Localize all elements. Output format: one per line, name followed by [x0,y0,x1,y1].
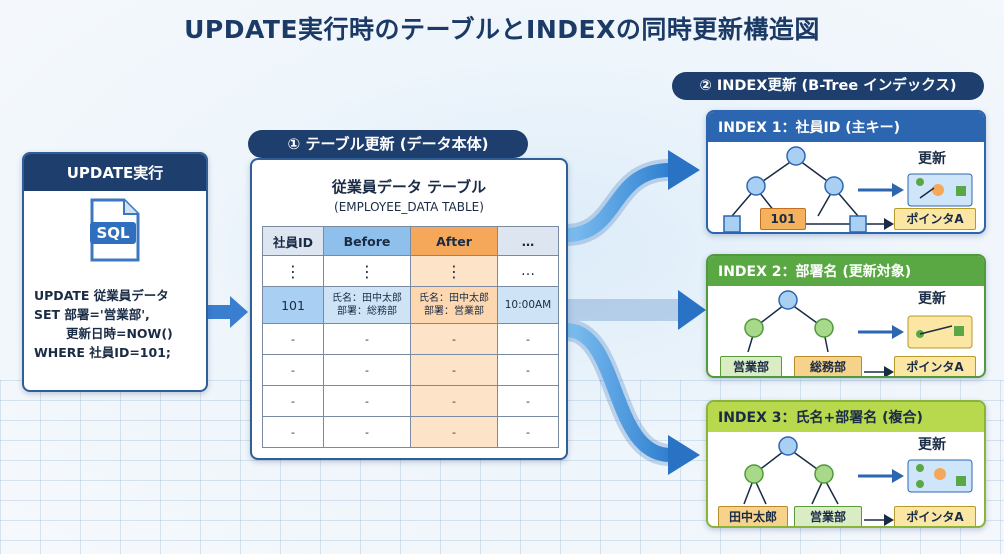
index-2-key: 営業部 [720,356,782,376]
sql-line: 更新日時=NOW() [66,326,173,341]
sql-line: UPDATE 従業員データ [34,288,169,303]
index-3-update-label: 更新 [918,437,946,453]
sql-statement: UPDATE 従業員データ SET 部署='営業部', 更新日時=NOW() W… [34,286,204,362]
employee-table-panel: 従業員データ テーブル (EMPLOYEE_DATA TABLE) 社員ID B… [250,158,568,460]
sql-line: SET 部署='営業部', [34,307,150,322]
table-row: ⋮ ⋮ ⋮ … [262,255,559,287]
column-header: … [497,226,559,256]
index-3-btree [743,436,973,526]
index-2-btree [744,290,973,376]
column-header: After [410,226,498,256]
sql-icon-label: SQL [96,224,130,242]
employee-table: 社員ID Before After … ⋮ ⋮ ⋮ … 101 氏名：田中太郎部… [262,226,559,448]
index-1-btree [723,146,973,232]
index-1-panel: INDEX 1：社員ID (主キー) 更新 101 ポインタA [706,110,986,234]
update-panel: UPDATE実行 SQL UPDATE 従業員データ SET 部署='営業部',… [22,152,208,392]
table-row: ---- [262,323,559,355]
table-subtitle: (EMPLOYEE_DATA TABLE) [334,200,484,214]
index-3-key: 営業部 [794,506,862,526]
index-3-pointer: ポインタA [894,506,976,526]
update-panel-header: UPDATE実行 [24,154,206,191]
sql-line: WHERE 社員ID=101; [34,345,171,360]
column-header: Before [323,226,411,256]
index-2-pointer: ポインタA [894,356,976,376]
index-1-key: 101 [760,208,806,230]
index-2-panel: INDEX 2：部署名 (更新対象) 更新 営業部 総務部 ポインタA [706,254,986,378]
index-1-update-label: 更新 [918,151,946,167]
index-update-label: ② INDEX更新 (B-Tree インデックス) [672,72,984,100]
index-2-key: 総務部 [794,356,862,376]
index-2-header: INDEX 2：部署名 (更新対象) [708,256,984,286]
table-row: ---- [262,416,559,448]
index-3-header: INDEX 3：氏名+部署名 (複合) [708,402,984,432]
table-update-label: ① テーブル更新 (データ本体) [248,130,528,158]
updated-row: 101 氏名：田中太郎 部署：総務部 氏名：田中太郎 部署：営業部 10:00AM [262,286,559,324]
index-1-header: INDEX 1：社員ID (主キー) [708,112,984,142]
update-to-table-arrow [230,296,248,328]
index-2-update-label: 更新 [918,291,946,307]
sql-file-icon: SQL [88,198,142,262]
index-3-key: 田中太郎 [718,506,788,526]
index-1-pointer: ポインタA [894,208,976,230]
column-header: 社員ID [262,226,324,256]
page-title: UPDATE実行時のテーブルとINDEXの同時更新構造図 [184,15,820,44]
table-row: ---- [262,385,559,417]
index-3-panel: INDEX 3：氏名+部署名 (複合) 更新 田中太郎 営業部 ポインタA [706,400,986,528]
table-title: 従業員データ テーブル [331,178,487,196]
table-row: ---- [262,354,559,386]
